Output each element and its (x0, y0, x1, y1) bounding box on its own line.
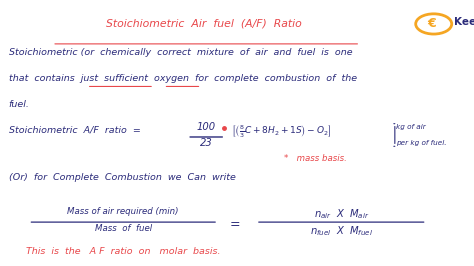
Text: =: = (229, 218, 240, 231)
Text: $\left[\left(\frac{8}{3}C + 8H_2 + 1S\right) - O_2\right]$: $\left[\left(\frac{8}{3}C + 8H_2 + 1S\ri… (231, 124, 331, 140)
Text: 23: 23 (200, 138, 212, 148)
Text: €: € (428, 17, 436, 30)
Text: This  is  the   A F  ratio  on   molar  basis.: This is the A F ratio on molar basis. (26, 247, 220, 256)
Text: kg of air: kg of air (396, 124, 426, 130)
Text: fuel.: fuel. (9, 100, 29, 109)
Text: *   mass basis.: * mass basis. (284, 154, 347, 163)
Text: Mass  of  fuel: Mass of fuel (95, 224, 152, 233)
Text: (Or)  for  Complete  Combustion  we  Can  write: (Or) for Complete Combustion we Can writ… (9, 173, 236, 182)
Text: 100: 100 (197, 122, 216, 132)
Text: per kg of fuel.: per kg of fuel. (396, 140, 447, 146)
Text: Stoichiometric  A/F  ratio  =: Stoichiometric A/F ratio = (9, 125, 140, 134)
Text: Mass of air required (min): Mass of air required (min) (67, 207, 179, 217)
Text: Stoichiometric  Air  fuel  (A/F)  Ratio: Stoichiometric Air fuel (A/F) Ratio (106, 19, 301, 29)
Text: that  contains  just  sufficient  oxygen  for  complete  combustion  of  the: that contains just sufficient oxygen for… (9, 74, 356, 84)
Text: Stoichiometric (or  chemically  correct  mixture  of  air  and  fuel  is  one: Stoichiometric (or chemically correct mi… (9, 48, 352, 57)
Text: $\mathit{n}_{fuel}$  X  $\mathit{M}_{fuel}$: $\mathit{n}_{fuel}$ X $\mathit{M}_{fuel}… (310, 224, 373, 238)
Text: $\mathit{n}_{air}$  X  $\mathit{M}_{air}$: $\mathit{n}_{air}$ X $\mathit{M}_{air}$ (314, 207, 369, 221)
Text: Keeda: Keeda (454, 17, 474, 27)
